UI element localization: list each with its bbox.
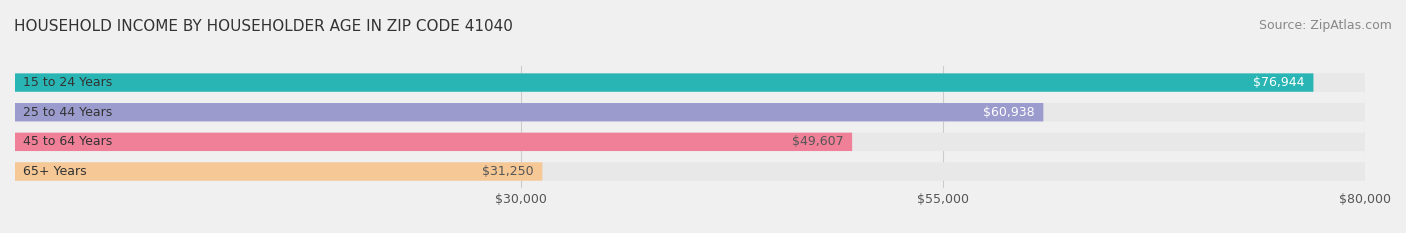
FancyBboxPatch shape [15,73,1313,92]
Text: 65+ Years: 65+ Years [24,165,87,178]
Text: 15 to 24 Years: 15 to 24 Years [24,76,112,89]
FancyBboxPatch shape [15,103,1365,121]
FancyBboxPatch shape [15,103,1043,121]
FancyBboxPatch shape [15,162,543,181]
FancyBboxPatch shape [15,133,852,151]
Text: 25 to 44 Years: 25 to 44 Years [24,106,112,119]
Text: Source: ZipAtlas.com: Source: ZipAtlas.com [1258,19,1392,32]
Text: $49,607: $49,607 [792,135,844,148]
FancyBboxPatch shape [15,73,1365,92]
Text: HOUSEHOLD INCOME BY HOUSEHOLDER AGE IN ZIP CODE 41040: HOUSEHOLD INCOME BY HOUSEHOLDER AGE IN Z… [14,19,513,34]
FancyBboxPatch shape [15,162,1365,181]
Text: $60,938: $60,938 [983,106,1035,119]
Text: 45 to 64 Years: 45 to 64 Years [24,135,112,148]
Text: $31,250: $31,250 [482,165,534,178]
FancyBboxPatch shape [15,133,1365,151]
Text: $76,944: $76,944 [1254,76,1305,89]
